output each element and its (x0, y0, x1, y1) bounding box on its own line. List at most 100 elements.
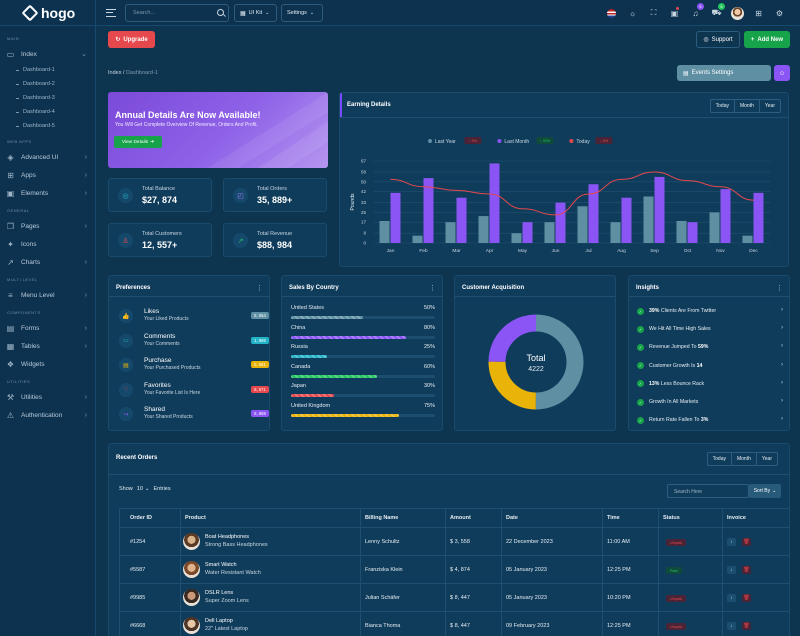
column-divider (501, 556, 502, 584)
preference-item[interactable]: ↪ Shared Your Shared Products 5, 869 (119, 404, 269, 426)
sidebar-item-tables[interactable]: ▦ Tables › (0, 337, 95, 355)
settings-button[interactable]: ⚙ (769, 0, 790, 26)
table-icon: ▦ (6, 341, 15, 351)
legend-change-badge (536, 137, 554, 144)
fullscreen-button[interactable]: ⛶ (643, 0, 664, 26)
sidebar-subitem-dashboard-2[interactable]: Dashboard-2 (0, 77, 95, 91)
sidebar-item-menu-level[interactable]: ≡ Menu Level › (0, 286, 95, 304)
more-options-icon[interactable]: ⋮ (776, 285, 783, 292)
range-month[interactable]: Month (735, 100, 760, 112)
sidebar-item-pages[interactable]: ❐ Pages › (0, 217, 95, 235)
preference-item[interactable]: 👍 Likes Your Liked Products 5, 554 (119, 306, 269, 328)
preference-subtitle: Your Comments (144, 340, 180, 347)
column-header[interactable]: Status (663, 515, 680, 521)
download-invoice-button[interactable]: ↓ (727, 538, 736, 546)
hamburger-menu-icon[interactable] (106, 8, 116, 17)
calendar-button[interactable]: ▣ (664, 0, 685, 26)
insight-item[interactable]: ✓ Growth In All Markets › (637, 394, 783, 410)
sidebar-item-apps[interactable]: ⊞ Apps › (0, 166, 95, 184)
column-header[interactable]: Time (607, 515, 620, 521)
column-header[interactable]: Amount (450, 515, 471, 521)
table-row[interactable]: #1254 Boat Headphones Strong Bass Headph… (119, 528, 789, 556)
entries-select[interactable]: 10 ⌄ (137, 486, 150, 492)
column-header[interactable]: Date (506, 515, 518, 521)
brand[interactable]: hogo (0, 0, 95, 26)
orders-search-input[interactable]: Search Here (667, 484, 749, 498)
bag-icon: ◰ (233, 188, 248, 203)
range-month[interactable]: Month (732, 453, 757, 465)
delete-button[interactable]: 🗑 (742, 622, 751, 630)
range-today[interactable]: Today (711, 100, 735, 112)
insight-item[interactable]: ✓ Revenue Jumped To 59% › (637, 339, 783, 355)
column-header[interactable]: Product (185, 515, 206, 521)
insight-item[interactable]: ✓ Customer Growth Is 14 › (637, 358, 783, 374)
add-new-button[interactable]: + Add New (744, 31, 790, 48)
sidebar-item-forms[interactable]: ▤ Forms › (0, 319, 95, 337)
insights-card: Insights ⋮ ✓ 39% Clients Are From Twitter… (628, 275, 790, 431)
card-title: Recent Orders (116, 455, 158, 461)
column-header[interactable]: Billing Name (365, 515, 399, 521)
theme-toggle-button[interactable]: ☼ (622, 0, 643, 26)
search-input[interactable]: Search... (125, 4, 229, 22)
sidebar-subitem-dashboard-3[interactable]: Dashboard-3 (0, 91, 95, 105)
sidebar-item-authentication[interactable]: ⚠ Authentication › (0, 406, 95, 424)
more-options-icon[interactable]: ⋮ (256, 285, 263, 292)
sidebar-item-charts[interactable]: ↗ Charts › (0, 253, 95, 271)
ui-kit-dropdown[interactable]: ▦ UI Kit ⌄ (234, 4, 277, 22)
product-name[interactable]: DSLR Lens (205, 590, 234, 596)
table-row[interactable]: #6668 Dell Laptop 22" Latest Laptop Bian… (119, 612, 789, 636)
line-today (390, 171, 754, 216)
sidebar-item-widgets[interactable]: ❖ Widgets (0, 355, 95, 373)
language-button[interactable] (601, 0, 622, 26)
settings-dropdown[interactable]: Settings ⌄ (281, 4, 323, 22)
sidebar-item-icons[interactable]: ✦ Icons (0, 235, 95, 253)
sidebar-subitem-dashboard-4[interactable]: Dashboard-4 (0, 105, 95, 119)
column-header[interactable]: Order ID (130, 515, 153, 521)
sidebar-item-elements[interactable]: ▣ Elements › (0, 184, 95, 202)
insight-item[interactable]: ✓ Return Rate Fallen To 3% › (637, 412, 783, 428)
delete-button[interactable]: 🗑 (742, 594, 751, 602)
search-icon[interactable] (217, 9, 224, 16)
cart-button[interactable]: ⛟ 5 (706, 0, 727, 26)
insight-item[interactable]: ✓ 39% Clients Are From Twitter › (637, 303, 783, 319)
range-year[interactable]: Year (764, 103, 775, 109)
table-row[interactable]: #5587 Smart Watch Water Resistant Watch … (119, 556, 789, 584)
table-row[interactable]: #9985 DSLR Lens Super Zoom Lens Julian S… (119, 584, 789, 612)
delete-button[interactable]: 🗑 (742, 538, 751, 546)
divider (455, 296, 615, 297)
insight-item[interactable]: ✓ We Hit All Time High Sales › (637, 321, 783, 337)
sidebar-item-index[interactable]: ▭ Index ⌄ (0, 45, 95, 63)
apps-grid-button[interactable]: ⊞ (748, 0, 769, 26)
preference-item[interactable]: ▤ Purchase Your Purchased Products 5, 56… (119, 355, 269, 377)
profile-button[interactable] (727, 0, 748, 26)
sidebar-subitem-dashboard-5[interactable]: Dashboard-5 (0, 119, 95, 133)
download-invoice-button[interactable]: ↓ (727, 566, 736, 574)
range-today[interactable]: Today (708, 453, 732, 465)
heart-icon: ♡ (119, 382, 133, 397)
view-details-button[interactable]: View Details ➜ (114, 136, 162, 148)
preference-item[interactable]: ♡ Favorites Your Favorite List Is Here 5… (119, 380, 269, 402)
preference-item[interactable]: ▭ Comments Your Comments 1, 886 (119, 331, 269, 353)
product-name[interactable]: Dell Laptop (205, 618, 233, 624)
support-button[interactable]: ◎ Support (696, 31, 740, 48)
product-name[interactable]: Smart Watch (205, 562, 237, 568)
sort-by-button[interactable]: Sort By ⌄ (749, 484, 781, 498)
upgrade-button[interactable]: ↻ Upgrade (108, 31, 155, 48)
more-options-icon[interactable]: ⋮ (429, 285, 436, 292)
breadcrumb-root[interactable]: Index (108, 70, 122, 76)
download-invoice-button[interactable]: ↓ (727, 594, 736, 602)
product-name[interactable]: Boat Headphones (205, 534, 250, 540)
order-time: 12:25 PM (607, 623, 631, 629)
delete-button[interactable]: 🗑 (742, 566, 751, 574)
column-header[interactable]: Invoice (727, 515, 746, 521)
sidebar-item-advanced-ui[interactable]: ◈ Advanced UI › (0, 148, 95, 166)
sidebar-subitem-dashboard-1[interactable]: Dashboard-1 (0, 63, 95, 77)
notifications-button[interactable]: ♫ 5 (685, 0, 706, 26)
bar-last-year (709, 212, 720, 243)
events-settings-button[interactable]: ▤ Events Settings (677, 65, 771, 81)
range-year[interactable]: Year (761, 456, 772, 462)
star-button[interactable]: ✩ (774, 65, 790, 81)
download-invoice-button[interactable]: ↓ (727, 622, 736, 630)
sidebar-item-utilities[interactable]: ⚒ Utilities › (0, 388, 95, 406)
insight-item[interactable]: ✓ 13% Less Bounce Rack › (637, 376, 783, 392)
